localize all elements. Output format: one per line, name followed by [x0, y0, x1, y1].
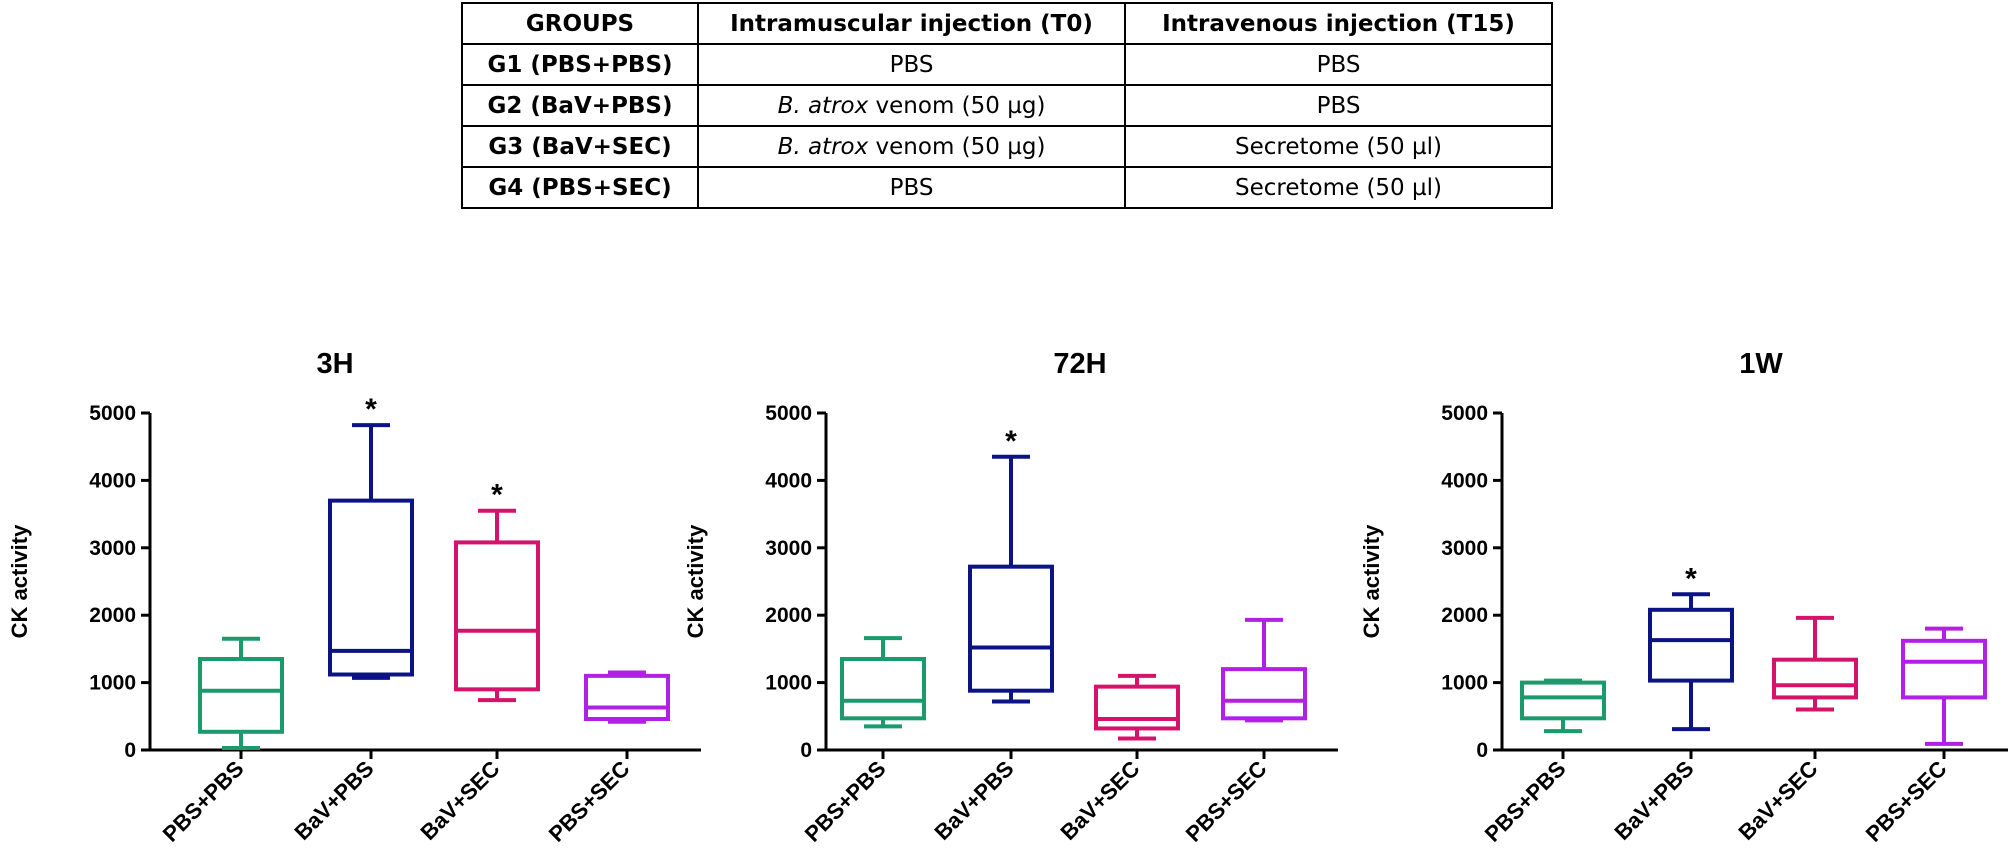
iqr-box	[584, 673, 670, 721]
y-axis-label: CK activity	[1359, 524, 1384, 638]
box-plot	[454, 508, 540, 703]
t15-cell: PBS	[1124, 84, 1553, 127]
box-plot	[198, 636, 284, 750]
table-row: G3 (BaV+SEC) B. atrox venom (50 µg) Secr…	[461, 125, 1553, 168]
y-axis-label: CK activity	[683, 524, 708, 638]
table-row: G4 (PBS+SEC) PBS Secretome (50 µl)	[461, 166, 1553, 209]
chart-1: 72H CK activity 0 1000 2000 3000 4000 5000 PBS+P…	[683, 348, 1338, 847]
box-plot	[1901, 626, 1987, 746]
t0-treatment: PBS	[889, 51, 934, 78]
y-tick-label: 1000	[765, 672, 812, 695]
table-row: G1 (PBS+PBS) PBS PBS	[461, 43, 1553, 86]
x-category-label: PBS+PBS	[800, 756, 891, 847]
t0-treatment: venom (50 µg)	[868, 92, 1046, 119]
y-tick-label: 5000	[1441, 402, 1488, 425]
x-category-label: BaV+SEC	[1734, 756, 1823, 845]
chart-title: 1W	[1739, 348, 1783, 380]
box-plot	[1520, 678, 1606, 734]
iqr-box	[1221, 667, 1307, 721]
chart-title: 72H	[1053, 348, 1106, 380]
y-tick-label: 1000	[89, 672, 136, 695]
y-tick-label: 0	[800, 739, 812, 762]
group-cell: G2 (BaV+PBS)	[461, 84, 699, 127]
iqr-box	[968, 564, 1054, 693]
chart-title: 3H	[316, 348, 353, 380]
y-tick-label: 5000	[765, 402, 812, 425]
t0-cell: PBS	[697, 43, 1126, 86]
x-category-label: PBS+SEC	[1861, 756, 1952, 847]
table-header-cell: GROUPS	[461, 2, 699, 45]
y-tick-label: 0	[124, 739, 136, 762]
t0-cell: B. atrox venom (50 µg)	[697, 125, 1126, 168]
iqr-box	[1094, 684, 1180, 731]
y-tick-label: 4000	[765, 469, 812, 492]
y-tick-label: 3000	[89, 537, 136, 560]
chart-2: 1W CK activity 0 1000 2000 3000 4000 5000 PBS+PB…	[1359, 348, 2008, 847]
table-row: G2 (BaV+PBS) B. atrox venom (50 µg) PBS	[461, 84, 1553, 127]
significance-star: *	[1685, 562, 1697, 595]
table-header-cell: Intramuscular injection (T0)	[697, 2, 1126, 45]
x-category-label: BaV+PBS	[290, 756, 379, 845]
y-tick-label: 5000	[89, 402, 136, 425]
group-cell: G3 (BaV+SEC)	[461, 125, 699, 168]
t0-treatment: venom (50 µg)	[868, 133, 1046, 160]
x-category-label: BaV+PBS	[930, 756, 1019, 845]
t0-treatment: PBS	[889, 174, 934, 201]
table-header-cell: Intravenous injection (T15)	[1124, 2, 1553, 45]
y-tick-label: 2000	[89, 604, 136, 627]
x-category-label: PBS+PBS	[1480, 756, 1571, 847]
y-tick-label: 3000	[1441, 537, 1488, 560]
iqr-box	[1648, 607, 1734, 683]
y-tick-label: 2000	[1441, 604, 1488, 627]
x-category-label: BaV+PBS	[1610, 756, 1699, 845]
group-cell: G4 (PBS+SEC)	[461, 166, 699, 209]
t0-cell: B. atrox venom (50 µg)	[697, 84, 1126, 127]
group-cell: G1 (PBS+PBS)	[461, 43, 699, 86]
x-category-label: BaV+SEC	[1056, 756, 1145, 845]
box-plot	[1648, 592, 1734, 732]
t15-cell: Secretome (50 µl)	[1124, 125, 1553, 168]
y-tick-label: 4000	[89, 469, 136, 492]
box-plot	[328, 423, 414, 680]
iqr-box	[1520, 680, 1606, 721]
table-header-row: GROUPS Intramuscular injection (T0) Intr…	[461, 2, 1553, 45]
y-tick-label: 1000	[1441, 672, 1488, 695]
groups-table: GROUPS Intramuscular injection (T0) Intr…	[461, 2, 1553, 209]
t15-cell: Secretome (50 µl)	[1124, 166, 1553, 209]
y-axis-label: CK activity	[7, 524, 32, 638]
y-tick-label: 0	[1476, 739, 1488, 762]
x-category-label: PBS+PBS	[158, 756, 249, 847]
y-tick-label: 4000	[1441, 469, 1488, 492]
iqr-box	[328, 498, 414, 677]
box-plot	[584, 670, 670, 724]
x-category-label: PBS+SEC	[1181, 756, 1272, 847]
iqr-box	[198, 657, 284, 734]
t15-cell: PBS	[1124, 43, 1553, 86]
t0-species: B. atrox	[777, 133, 869, 160]
y-tick-label: 2000	[765, 604, 812, 627]
box-plot	[1221, 617, 1307, 723]
chart-0: 3H CK activity 0 1000 2000 3000 4000 5000 PBS+PB…	[7, 348, 701, 847]
box-plot	[1772, 615, 1858, 712]
x-category-label: BaV+SEC	[416, 756, 505, 845]
significance-star: *	[491, 479, 503, 512]
t0-species: B. atrox	[777, 92, 869, 119]
significance-star: *	[365, 393, 377, 426]
significance-star: *	[1005, 425, 1017, 458]
iqr-box	[840, 657, 926, 721]
x-category-label: PBS+SEC	[544, 756, 635, 847]
iqr-box	[1901, 638, 1987, 700]
iqr-box	[454, 540, 540, 692]
box-plot	[1094, 673, 1180, 741]
box-plot	[840, 636, 926, 729]
t0-cell: PBS	[697, 166, 1126, 209]
box-plot	[968, 454, 1054, 704]
iqr-box	[1772, 657, 1858, 700]
y-tick-label: 3000	[765, 537, 812, 560]
